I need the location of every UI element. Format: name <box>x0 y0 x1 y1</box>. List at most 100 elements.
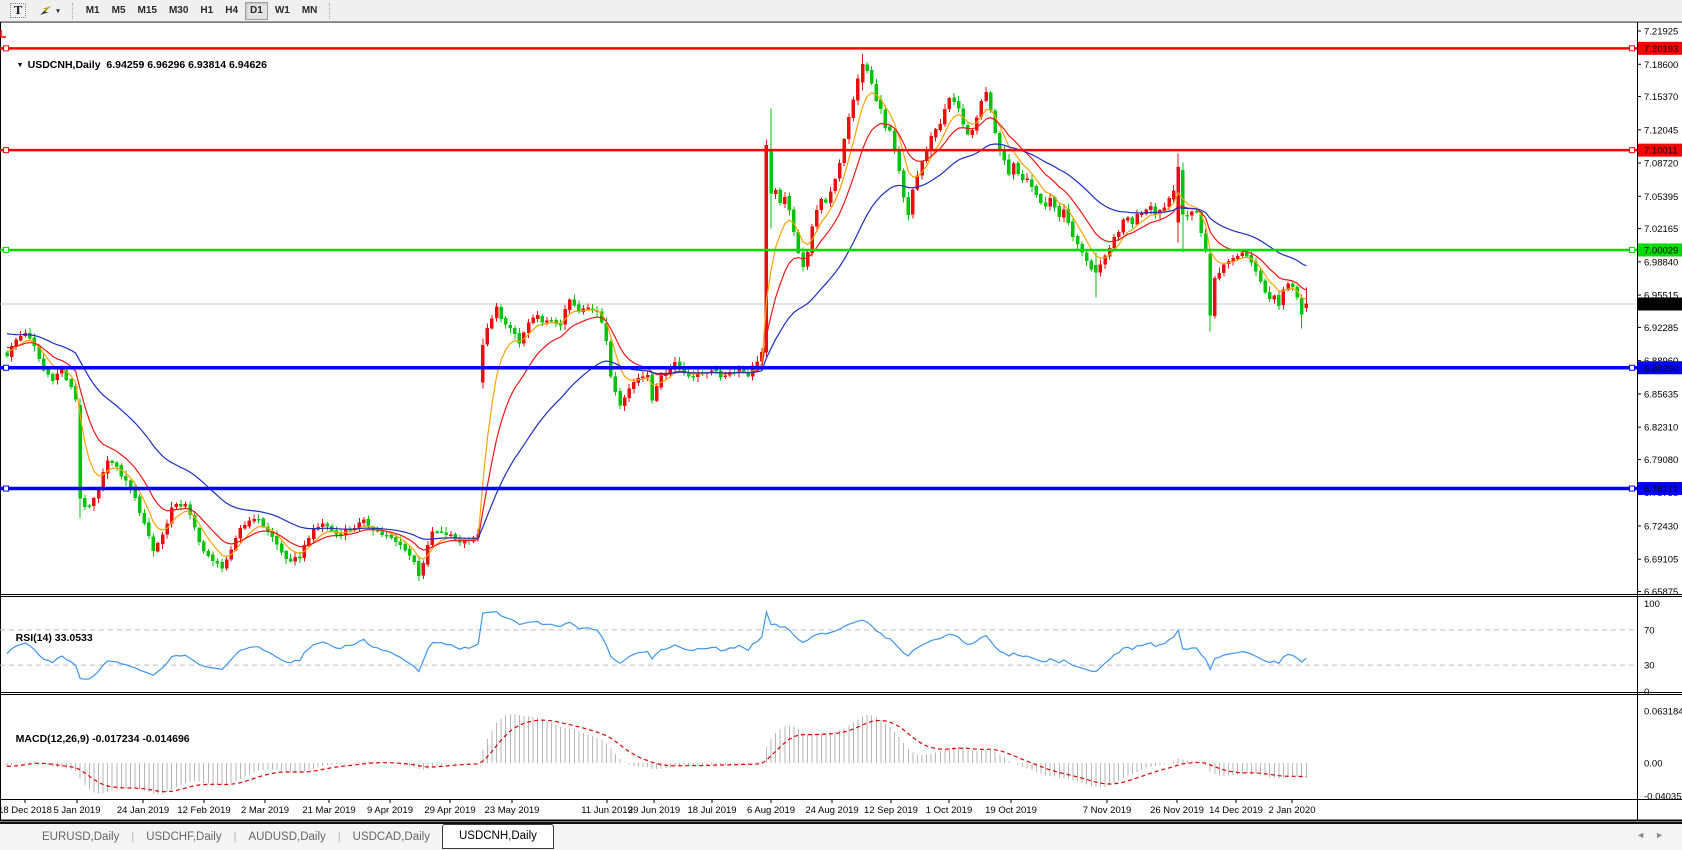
timeframe-button-D1[interactable]: D1 <box>245 1 268 20</box>
price-label-7.20193: 7.20193 <box>1638 41 1682 55</box>
price-label-7.10011: 7.10011 <box>1638 143 1682 157</box>
svg-text:9 Apr 2019: 9 Apr 2019 <box>367 805 413 816</box>
timeframe-button-M30[interactable]: M30 <box>168 5 189 16</box>
svg-text:0.00: 0.00 <box>1644 759 1663 770</box>
text-tool-icon: T <box>10 3 27 18</box>
svg-text:6.76171: 6.76171 <box>1644 484 1678 495</box>
svg-text:7.18600: 7.18600 <box>1644 60 1678 71</box>
price-label-6.88250: 6.88250 <box>1638 361 1682 375</box>
svg-text:100: 100 <box>1644 599 1660 610</box>
chart-title: ▼ USDCNH,Daily 6.94259 6.96296 6.93814 6.… <box>5 47 267 83</box>
svg-text:19 Oct 2019: 19 Oct 2019 <box>985 805 1037 816</box>
tab-USDCNH-Daily[interactable]: USDCNH,Daily <box>441 823 554 849</box>
tab-USDCAD-Daily[interactable]: USDCAD,Daily <box>352 831 430 843</box>
svg-text:7.21925: 7.21925 <box>1644 27 1678 38</box>
svg-text:7.00029: 7.00029 <box>1644 245 1678 256</box>
svg-text:2 Mar 2019: 2 Mar 2019 <box>241 805 289 816</box>
svg-text:26 Nov 2019: 26 Nov 2019 <box>1150 805 1204 816</box>
svg-text:6.79080: 6.79080 <box>1644 455 1678 466</box>
candles <box>5 53 1309 582</box>
line-styles-button[interactable]: ▾ <box>33 2 65 20</box>
svg-text:6.88250: 6.88250 <box>1644 363 1678 374</box>
svg-text:12 Sep 2019: 12 Sep 2019 <box>864 805 918 816</box>
chart-symbol: USDCNH,Daily <box>27 59 101 71</box>
svg-text:6.95515: 6.95515 <box>1644 291 1678 302</box>
rsi-line <box>6 609 1307 680</box>
tab-AUDUSD-Daily[interactable]: AUDUSD,Daily <box>248 831 326 843</box>
timeframe-button-M1[interactable]: M1 <box>85 5 100 16</box>
horizontal-line-6.88250[interactable] <box>0 364 1637 371</box>
styles-icon <box>40 6 52 15</box>
tab-USDCHF-Daily[interactable]: USDCHF,Daily <box>146 831 222 843</box>
svg-text:21 Mar 2019: 21 Mar 2019 <box>302 805 355 816</box>
toolbar: T ▾ M1 M5 M15 M30 H1 H4 D1 W1 MN <box>0 0 1682 22</box>
price-label-6.94626: 6.94626 <box>1638 297 1682 311</box>
macd-histogram <box>6 714 1307 795</box>
date-axis[interactable]: 18 Dec 2018 5 Jan 2019 24 Jan 2019 12 Feb 2… <box>0 799 1316 817</box>
ma-13 <box>6 117 1307 551</box>
timeframe-button-H1[interactable]: H1 <box>200 5 214 16</box>
macd-value: -0.017234 -0.014696 <box>92 733 190 745</box>
svg-text:1 Oct 2019: 1 Oct 2019 <box>926 805 972 816</box>
timeframe-button-MN[interactable]: MN <box>301 5 318 16</box>
svg-text:14 Dec 2019: 14 Dec 2019 <box>1209 805 1263 816</box>
tab-EURUSD-Daily[interactable]: EURUSD,Daily <box>42 831 120 843</box>
timeframe-button-M15[interactable]: M15 <box>137 5 157 16</box>
tab-separator: | <box>233 831 237 843</box>
svg-text:6.65875: 6.65875 <box>1644 587 1678 598</box>
toolbar-separator <box>71 2 74 19</box>
svg-text:6 Aug 2019: 6 Aug 2019 <box>747 805 795 816</box>
svg-text:7 Nov 2019: 7 Nov 2019 <box>1083 805 1132 816</box>
horizontal-line-7.20193[interactable] <box>0 45 1637 52</box>
svg-text:5 Jan 2019: 5 Jan 2019 <box>53 805 100 816</box>
horizontal-line-6.76171[interactable] <box>0 485 1637 492</box>
tab-scroll-right-icon[interactable]: ► <box>1655 830 1674 840</box>
timeframe-button-H4[interactable]: H4 <box>225 5 239 16</box>
price-label-6.76171: 6.76171 <box>1638 482 1682 496</box>
horizontal-line-7.10011[interactable] <box>0 147 1637 154</box>
svg-text:2 Jan 2020: 2 Jan 2020 <box>1268 805 1315 816</box>
svg-text:29 Jun 2019: 29 Jun 2019 <box>628 805 680 816</box>
chart-canvas[interactable]: 7.21925 7.18600 7.15370 7.12045 7.08720 7.053… <box>0 22 1682 822</box>
chevron-down-icon: ▾ <box>56 7 60 15</box>
ma-34 <box>6 143 1307 540</box>
collapse-triangle-icon[interactable]: ▼ <box>16 62 24 69</box>
ma-6 <box>6 91 1307 560</box>
svg-text:7.15370: 7.15370 <box>1644 92 1678 103</box>
tab-scroll-left-icon[interactable]: ◄ <box>1636 830 1656 840</box>
svg-text:7.12045: 7.12045 <box>1644 125 1678 136</box>
tab-separator: | <box>131 831 135 843</box>
svg-text:6.98840: 6.98840 <box>1644 257 1678 268</box>
svg-text:70: 70 <box>1644 625 1655 636</box>
svg-text:23 May 2019: 23 May 2019 <box>485 805 540 816</box>
svg-text:0.063184: 0.063184 <box>1644 706 1682 717</box>
timeframe-button-M5[interactable]: M5 <box>111 5 126 16</box>
svg-text:6.72430: 6.72430 <box>1644 521 1678 532</box>
svg-text:12 Feb 2019: 12 Feb 2019 <box>177 805 230 816</box>
svg-text:7.02165: 7.02165 <box>1644 224 1678 235</box>
svg-text:29 Apr 2019: 29 Apr 2019 <box>424 805 475 816</box>
svg-text:7.05395: 7.05395 <box>1644 192 1678 203</box>
svg-text:7.20193: 7.20193 <box>1644 44 1678 55</box>
svg-text:18 Jul 2019: 18 Jul 2019 <box>687 805 736 816</box>
chart-tab-bar: EURUSD,Daily | USDCHF,Daily | AUDUSD,Daily | U… <box>0 822 1682 850</box>
text-tool-button[interactable]: T <box>5 2 31 20</box>
rsi-value: 33.0533 <box>54 632 93 644</box>
svg-text:6.94626: 6.94626 <box>1644 299 1678 310</box>
svg-text:11 Jun 2019: 11 Jun 2019 <box>581 805 633 816</box>
price-axis[interactable]: 7.21925 7.18600 7.15370 7.12045 7.08720 7.053… <box>1637 27 1682 803</box>
chart-ohlc: 6.94259 6.96296 6.93814 6.94626 <box>106 59 267 71</box>
svg-text:7.10011: 7.10011 <box>1644 146 1678 157</box>
timeframe-button-W1[interactable]: W1 <box>274 5 290 16</box>
horizontal-line-7.00029[interactable] <box>0 246 1637 253</box>
svg-text:6.69105: 6.69105 <box>1644 555 1678 566</box>
rsi-name: RSI(14) <box>15 632 52 644</box>
svg-text:24 Jan 2019: 24 Jan 2019 <box>117 805 169 816</box>
svg-text:6.82310: 6.82310 <box>1644 423 1678 434</box>
svg-text:24 Aug 2019: 24 Aug 2019 <box>805 805 858 816</box>
price-label-7.00029: 7.00029 <box>1638 243 1682 257</box>
svg-text:30: 30 <box>1644 661 1655 672</box>
svg-text:7.08720: 7.08720 <box>1644 159 1678 170</box>
rsi-title: RSI(14) 33.0533 <box>4 620 93 656</box>
svg-text:0: 0 <box>1644 687 1649 698</box>
